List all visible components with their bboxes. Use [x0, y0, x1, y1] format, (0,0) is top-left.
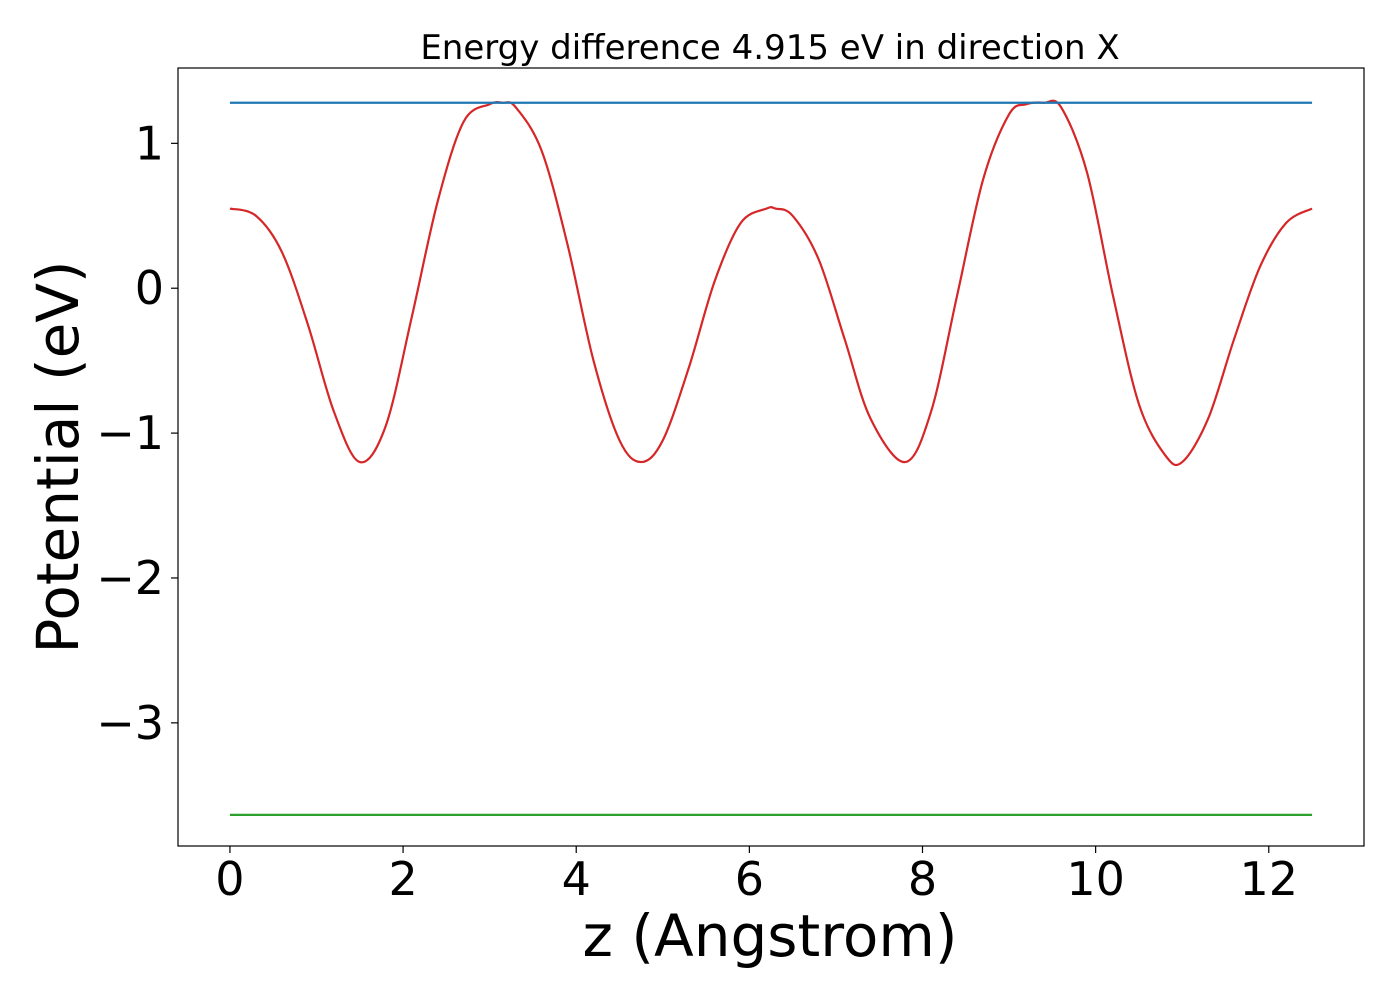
x-tick-label: 10: [1066, 852, 1125, 906]
x-tick-label: 12: [1240, 852, 1299, 906]
y-axis-ticks: 1 0 −1 −2 −3: [96, 116, 178, 750]
y-tick-label: 1: [135, 116, 164, 170]
y-tick-label: 0: [135, 261, 164, 315]
y-tick-label: −1: [96, 406, 164, 460]
x-tick-label: 2: [388, 852, 417, 906]
chart-title: Energy difference 4.915 eV in direction …: [420, 28, 1119, 68]
x-axis-label: z (Angstrom): [583, 902, 958, 970]
plot-frame: [177, 67, 1365, 847]
y-axis-label: Potential (eV): [24, 260, 92, 653]
x-tick-label: 0: [215, 852, 244, 906]
series-line-0: [229, 99, 1313, 467]
x-axis-ticks: 0 2 4 6 8 10 12: [215, 846, 1298, 906]
series-layer: [229, 99, 1313, 816]
y-tick-label: −3: [96, 696, 164, 750]
y-tick-label: −2: [96, 551, 164, 605]
x-tick-label: 6: [735, 852, 764, 906]
x-tick-label: 4: [562, 852, 591, 906]
x-tick-label: 8: [908, 852, 937, 906]
